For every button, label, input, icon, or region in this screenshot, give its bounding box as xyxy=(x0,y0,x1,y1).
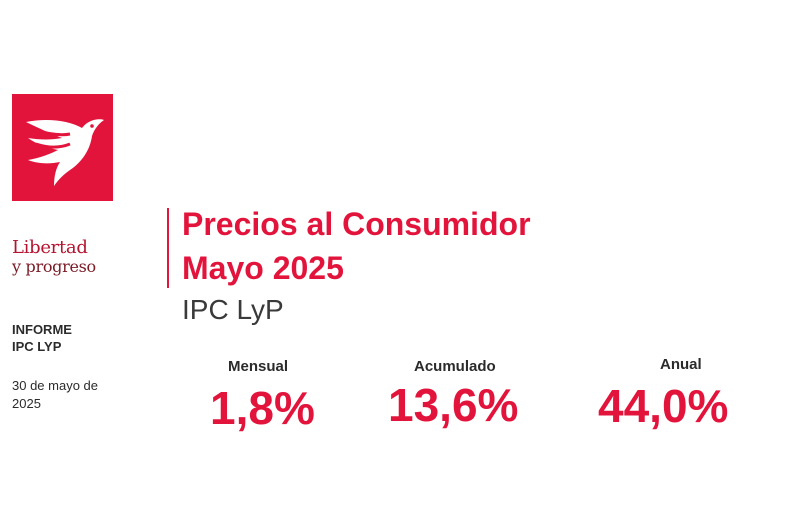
report-label: INFORME IPC LYP xyxy=(12,321,72,355)
stat-label-mensual: Mensual xyxy=(228,358,289,375)
stat-value-anual: 44,0% xyxy=(598,380,729,432)
title-line-1: Precios al Consumidor xyxy=(182,206,531,242)
title-divider xyxy=(167,208,169,288)
page-title: Precios al Consumidor Mayo 2025 xyxy=(182,202,531,290)
report-label-line-1: INFORME xyxy=(12,322,72,337)
page-subtitle: IPC LyP xyxy=(182,294,284,325)
report-date: 30 de mayo de 2025 xyxy=(12,378,99,411)
title-line-2: Mayo 2025 xyxy=(182,250,344,286)
brand-line-1: Libertad xyxy=(12,237,88,258)
stat-value-mensual: 1,8% xyxy=(210,382,315,434)
stat-value-acumulado: 13,6% xyxy=(388,379,519,431)
brand-wordmark: Libertad y progreso xyxy=(12,238,96,276)
brand-line-2: y progreso xyxy=(12,257,96,276)
stat-label-anual: Anual xyxy=(660,356,702,373)
stat-label-acumulado: Acumulado xyxy=(414,358,496,375)
dove-icon xyxy=(26,119,104,186)
report-label-line-2: IPC LYP xyxy=(12,339,62,354)
logo xyxy=(12,94,113,201)
